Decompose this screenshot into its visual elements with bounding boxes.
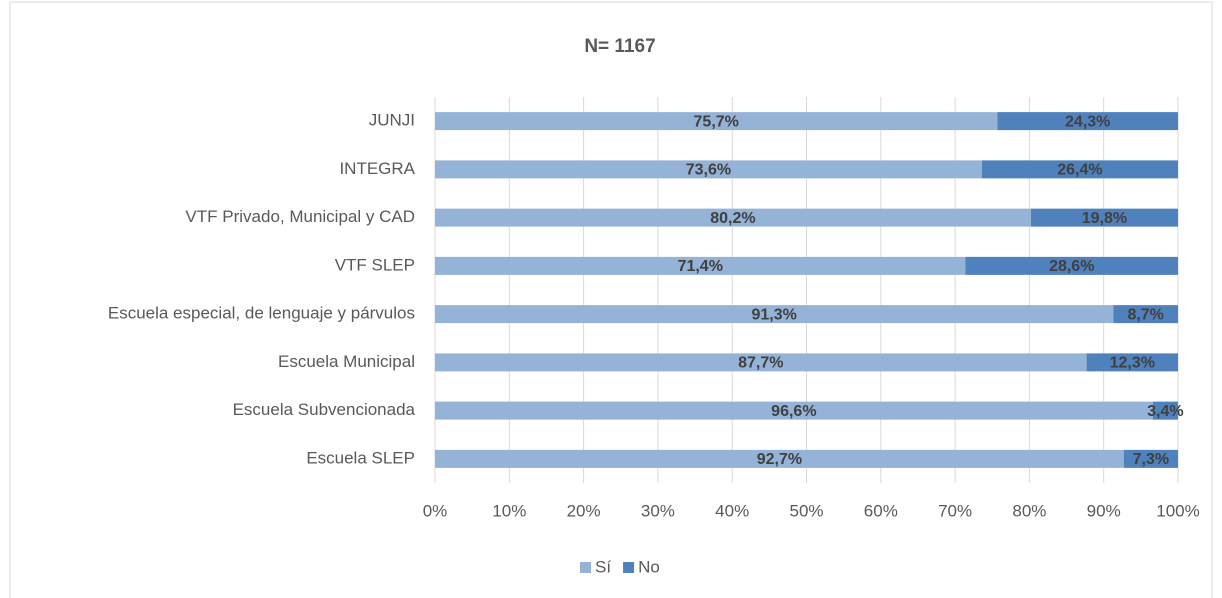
legend-label: No — [638, 557, 660, 576]
bar-segment — [435, 449, 1124, 468]
bar-segment — [1123, 449, 1178, 468]
x-tick-label: 70% — [938, 501, 972, 520]
data-label: 28,6% — [1049, 258, 1094, 275]
y-tick-label: INTEGRA — [339, 159, 415, 178]
bar-segment — [435, 353, 1087, 372]
data-label: 7,3% — [1133, 451, 1169, 468]
bar-segment — [435, 256, 966, 275]
y-tick-label: VTF SLEP — [335, 255, 415, 274]
x-tick-label: 0% — [423, 501, 448, 520]
x-tick-label: 50% — [789, 501, 823, 520]
data-label: 71,4% — [678, 258, 723, 275]
x-tick-label: 60% — [864, 501, 898, 520]
bar-segment — [435, 305, 1114, 324]
x-tick-label: 20% — [567, 501, 601, 520]
bar-segment — [435, 160, 982, 179]
data-label: 92,7% — [757, 451, 802, 468]
data-label: 80,2% — [710, 210, 755, 227]
bar-segment — [435, 401, 1153, 420]
data-label: 26,4% — [1057, 162, 1102, 179]
data-label: 91,3% — [751, 306, 796, 323]
y-tick-label: VTF Privado, Municipal y CAD — [185, 207, 415, 226]
bar-segment — [1030, 208, 1178, 227]
bar-segment — [1152, 401, 1178, 420]
legend-swatch — [580, 562, 591, 573]
data-label: 75,7% — [694, 113, 739, 130]
x-tick-label: 30% — [641, 501, 675, 520]
x-tick-label: 80% — [1012, 501, 1046, 520]
bar-segment — [981, 160, 1178, 179]
chart-title: N= 1167 — [584, 36, 655, 57]
bar-segment — [997, 112, 1178, 131]
data-label: 19,8% — [1082, 210, 1127, 227]
data-label: 96,6% — [771, 403, 816, 420]
legend-label: Sí — [595, 557, 611, 576]
bar-segment — [435, 208, 1031, 227]
chart-frame — [9, 1, 1213, 598]
bar-segment — [435, 112, 998, 131]
data-label: 3,4% — [1147, 403, 1183, 420]
x-tick-label: 10% — [492, 501, 526, 520]
x-tick-label: 100% — [1156, 501, 1199, 520]
legend-swatch — [623, 562, 635, 573]
y-tick-label: Escuela Subvencionada — [233, 400, 416, 419]
bar-segment — [965, 256, 1178, 275]
data-label: 73,6% — [686, 162, 731, 179]
data-label: 12,3% — [1110, 355, 1155, 372]
y-tick-label: JUNJI — [369, 111, 415, 130]
data-label: 24,3% — [1065, 113, 1110, 130]
x-tick-label: 90% — [1087, 501, 1121, 520]
x-tick-label: 40% — [715, 501, 749, 520]
data-label: 8,7% — [1127, 306, 1163, 323]
data-label: 87,7% — [738, 355, 783, 372]
y-tick-label: Escuela especial, de lenguaje y párvulos — [108, 304, 415, 323]
bar-segment — [1113, 305, 1178, 324]
y-tick-label: Escuela Municipal — [278, 352, 415, 371]
bar-segment — [1086, 353, 1178, 372]
y-tick-label: Escuela SLEP — [306, 448, 415, 467]
